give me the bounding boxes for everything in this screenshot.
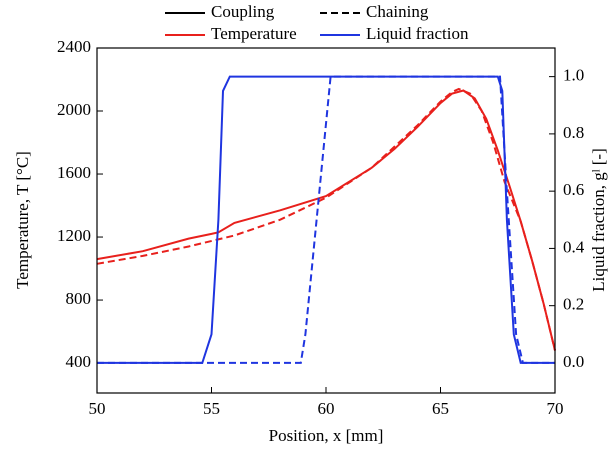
series-line — [97, 75, 555, 364]
x-tick-label: 65 — [432, 399, 449, 418]
legend-label: Temperature — [211, 24, 297, 43]
series-line — [96, 87, 556, 351]
plot-frame — [96, 47, 556, 394]
x-tick-label: 50 — [89, 399, 106, 418]
y-tick-label: 800 — [66, 289, 92, 308]
x-axis-label: Position, x [mm] — [269, 426, 384, 445]
y2-tick-label: 1.0 — [563, 66, 584, 85]
y2-tick-label: 0.4 — [563, 237, 585, 256]
y2-tick-label: 0.8 — [563, 123, 584, 142]
x-tick-label: 60 — [318, 399, 335, 418]
y-tick-label: 1600 — [57, 163, 91, 182]
y2-tick-label: 0.6 — [563, 180, 584, 199]
legend-label: Chaining — [366, 2, 429, 21]
series-line — [97, 75, 555, 364]
y-tick-label: 2400 — [57, 37, 91, 56]
y2-tick-label: 0.2 — [563, 295, 584, 314]
y-axis-label: Temperature, T [°C] — [13, 151, 32, 289]
x-tick-label: 70 — [547, 399, 564, 418]
y-tick-label: 2000 — [57, 100, 91, 119]
y-tick-label: 400 — [66, 352, 92, 371]
legend-label: Liquid fraction — [366, 24, 469, 43]
series-line — [96, 89, 556, 351]
y2-tick-label: 0.0 — [563, 352, 584, 371]
y-tick-label: 1200 — [57, 226, 91, 245]
legend-label: Coupling — [211, 2, 275, 21]
y2-axis-label: Liquid fraction, gˡ [-] — [589, 148, 608, 292]
x-tick-label: 55 — [203, 399, 220, 418]
